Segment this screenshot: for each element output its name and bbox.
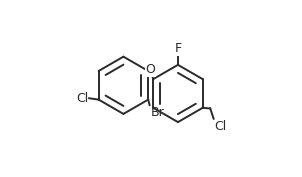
Text: Cl: Cl — [214, 120, 226, 133]
Text: Br: Br — [150, 106, 164, 119]
Text: Cl: Cl — [76, 92, 88, 105]
Text: F: F — [174, 42, 182, 55]
Text: O: O — [146, 63, 156, 76]
